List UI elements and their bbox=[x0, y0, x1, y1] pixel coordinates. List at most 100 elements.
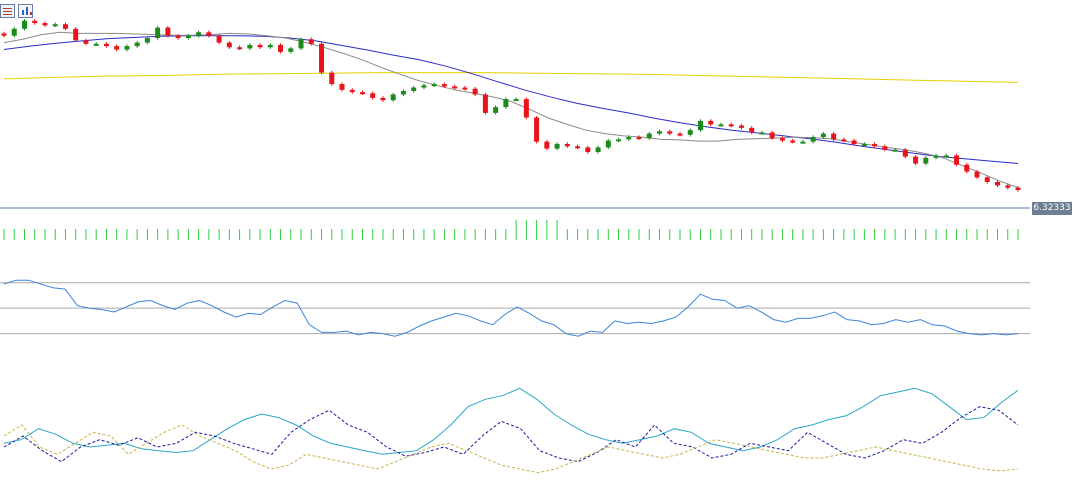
candle-body bbox=[308, 39, 314, 44]
candle-body bbox=[974, 171, 980, 178]
candle-body bbox=[11, 28, 17, 36]
candle-body bbox=[216, 35, 222, 43]
candle-body bbox=[472, 88, 478, 95]
candle-body bbox=[196, 32, 202, 36]
candle-body bbox=[62, 24, 68, 29]
candle-body bbox=[943, 155, 949, 158]
candle-body bbox=[841, 139, 847, 142]
chart-view-icon[interactable] bbox=[18, 4, 33, 18]
candle-body bbox=[513, 99, 519, 102]
candle-body bbox=[298, 39, 304, 49]
candle-body bbox=[575, 146, 581, 149]
candle-body bbox=[503, 99, 509, 108]
candle-body bbox=[452, 86, 458, 89]
candle-body bbox=[718, 124, 724, 127]
candle-body bbox=[83, 40, 89, 44]
candle-body bbox=[42, 23, 48, 26]
candle-body bbox=[534, 117, 540, 142]
candle-body bbox=[124, 46, 130, 50]
candle-body bbox=[800, 141, 806, 144]
candle-body bbox=[831, 133, 837, 140]
candle-body bbox=[267, 44, 273, 48]
candle-body bbox=[257, 44, 263, 48]
candle-body bbox=[902, 149, 908, 157]
candle-body bbox=[155, 27, 161, 39]
candle-body bbox=[278, 44, 284, 52]
candle-body bbox=[247, 44, 253, 49]
candle-body bbox=[616, 139, 622, 142]
candle-body bbox=[237, 47, 243, 50]
candle-body bbox=[52, 24, 58, 27]
candle-body bbox=[697, 120, 703, 131]
candle-body bbox=[462, 87, 468, 90]
candle-body bbox=[339, 84, 345, 90]
candle-body bbox=[441, 84, 447, 87]
candle-body bbox=[779, 138, 785, 141]
candle-body bbox=[677, 133, 683, 136]
candle-body bbox=[114, 46, 120, 50]
candle-body bbox=[1, 33, 7, 36]
candle-body bbox=[400, 91, 406, 95]
candle-body bbox=[626, 137, 632, 140]
candle-body bbox=[185, 35, 191, 39]
candle-body bbox=[769, 132, 775, 139]
di-minus-line bbox=[3, 406, 1019, 463]
candle-body bbox=[861, 143, 867, 146]
candle-body bbox=[585, 147, 591, 153]
candle-body bbox=[851, 140, 857, 144]
candle-body bbox=[790, 140, 796, 143]
candle-body bbox=[657, 131, 663, 134]
candle-body bbox=[738, 125, 744, 128]
candle-body bbox=[984, 177, 990, 182]
candle-body bbox=[421, 85, 427, 88]
candle-body bbox=[482, 94, 488, 113]
candle-body bbox=[493, 107, 499, 113]
candle-body bbox=[226, 42, 232, 48]
candle-body bbox=[1005, 185, 1011, 188]
toolbar bbox=[0, 4, 33, 18]
candle-body bbox=[923, 157, 929, 164]
candle-body bbox=[523, 99, 529, 118]
candle-body bbox=[411, 87, 417, 91]
di-plus-line bbox=[3, 424, 1019, 474]
candle-body bbox=[646, 133, 652, 139]
candle-body bbox=[564, 143, 570, 147]
candle-body bbox=[636, 137, 642, 140]
candle-body bbox=[728, 124, 734, 127]
candle-body bbox=[544, 141, 550, 149]
candle-body bbox=[21, 20, 27, 29]
candle-body bbox=[206, 32, 212, 36]
candle-body bbox=[103, 43, 109, 47]
oscillator-line bbox=[3, 279, 1019, 337]
candle-body bbox=[73, 28, 79, 41]
candle-body bbox=[954, 155, 960, 165]
candle-body bbox=[749, 127, 755, 133]
candle-body bbox=[165, 27, 171, 36]
candle-body bbox=[667, 131, 673, 134]
candle-body bbox=[892, 149, 898, 152]
ma-slow-line bbox=[3, 72, 1019, 83]
candle-body bbox=[288, 48, 294, 52]
candle-body bbox=[390, 94, 396, 101]
candle-body bbox=[93, 43, 99, 46]
candle-body bbox=[329, 72, 335, 85]
ma-mid-line bbox=[3, 35, 1019, 164]
candle-body bbox=[1015, 187, 1021, 191]
candle-body bbox=[687, 130, 693, 135]
candle-body bbox=[820, 133, 826, 138]
candle-body bbox=[32, 20, 38, 24]
candle-body bbox=[913, 156, 919, 164]
candle-body bbox=[144, 38, 150, 43]
candle-body bbox=[882, 146, 888, 150]
candle-body bbox=[370, 93, 376, 98]
candle-body bbox=[359, 92, 365, 95]
candle-body bbox=[810, 137, 816, 142]
current-price-label: 6.32333 bbox=[1032, 202, 1072, 215]
candle-body bbox=[380, 97, 386, 101]
candle-body bbox=[554, 143, 560, 149]
table-view-icon[interactable] bbox=[0, 4, 15, 18]
candle-body bbox=[349, 89, 355, 93]
adx-line bbox=[3, 387, 1019, 455]
candle-body bbox=[708, 120, 714, 125]
